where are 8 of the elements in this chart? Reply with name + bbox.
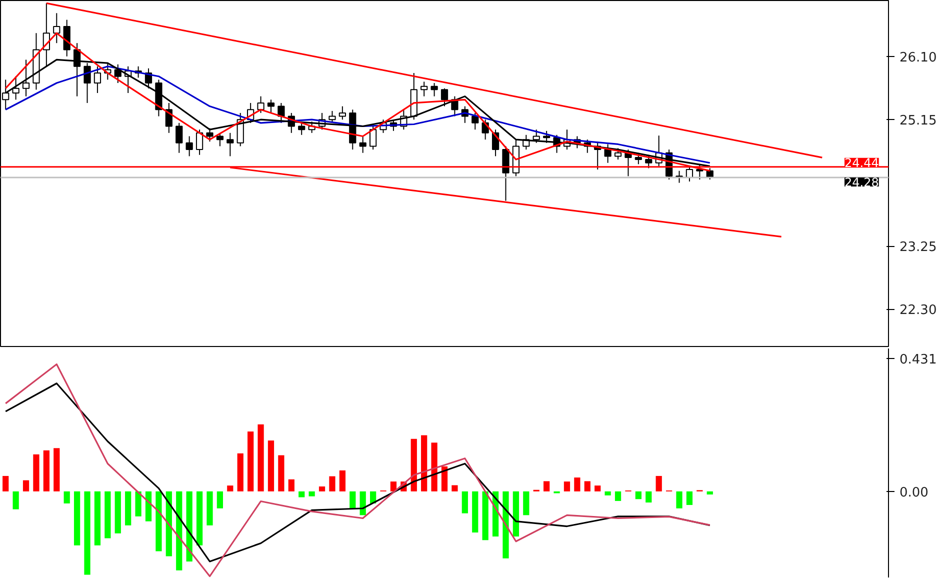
y-tick-label: 22.30 bbox=[900, 303, 937, 318]
y-tick-label: 25.15 bbox=[900, 114, 937, 129]
y-tick-label: 23.25 bbox=[900, 240, 937, 256]
ref-line-label: 24.28 bbox=[844, 175, 879, 190]
ref-line-label: 24.44 bbox=[844, 156, 879, 170]
y-tick-label: 26.10 bbox=[900, 50, 937, 66]
y-tick-label: 0.00 bbox=[900, 485, 928, 500]
y-tick-label: 0.431 bbox=[900, 352, 937, 368]
